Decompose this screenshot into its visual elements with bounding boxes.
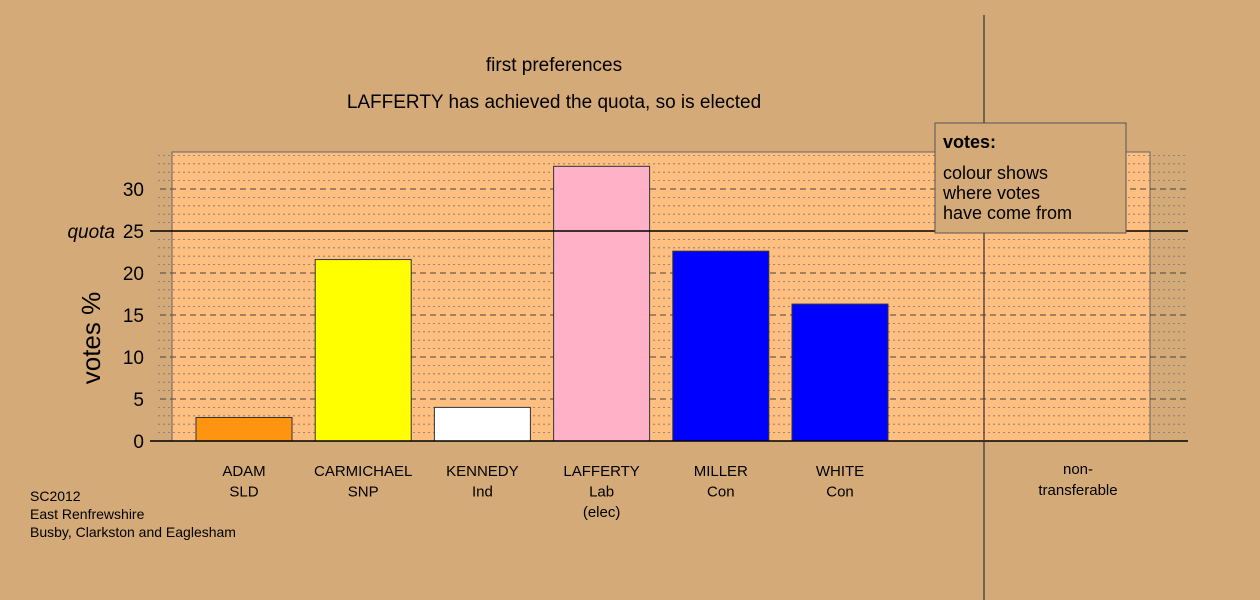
- y-axis-label: votes %: [76, 292, 106, 385]
- x-label-miller-0: MILLER: [694, 463, 748, 480]
- x-label-adam-1: SLD: [229, 484, 258, 501]
- chart-subtitle: LAFFERTY has achieved the quota, so is e…: [347, 92, 761, 113]
- x-label-lafferty-0: LAFFERTY: [563, 463, 639, 480]
- x-label-carmichael-1: SNP: [348, 484, 379, 501]
- y-tick-20: 20: [123, 264, 144, 285]
- x-label-miller-1: Con: [707, 484, 735, 501]
- y-tick-0: 0: [133, 432, 144, 453]
- bar-miller: [672, 250, 770, 442]
- bar-white: [791, 303, 889, 442]
- x-label-lafferty-1: Lab: [589, 484, 614, 501]
- x-axis-labels: ADAM SLD CARMICHAEL SNP KENNEDY Ind LAFFERTY La…: [222, 461, 1117, 521]
- x-label-kennedy-1: Ind: [472, 484, 493, 501]
- legend-line-2: where votes: [942, 183, 1040, 203]
- legend: votes: colour shows where votes have com…: [934, 122, 1127, 234]
- x-label-white-0: WHITE: [816, 463, 864, 480]
- bar-kennedy: [433, 406, 531, 442]
- bar-adam: [195, 416, 293, 442]
- x-label-carmichael-0: CARMICHAEL: [314, 463, 412, 480]
- footer: SC2012 East Renfrewshire Busby, Clarksto…: [30, 487, 236, 541]
- legend-line-1: colour shows: [943, 163, 1048, 183]
- footer-line-3: Busby, Clarkston and Eaglesham: [30, 524, 236, 540]
- x-label-non-transferable-0: non-: [1063, 461, 1093, 478]
- footer-line-2: East Renfrewshire: [30, 506, 145, 522]
- y-tick-15: 15: [123, 306, 144, 327]
- x-label-adam-0: ADAM: [222, 463, 265, 480]
- bar-lafferty: [553, 165, 651, 442]
- legend-title: votes:: [943, 132, 996, 152]
- legend-line-3: have come from: [943, 203, 1072, 223]
- y-tick-10: 10: [123, 348, 144, 369]
- quota-label: quota: [67, 222, 115, 243]
- footer-line-1: SC2012: [30, 488, 81, 504]
- bar-carmichael: [314, 259, 412, 442]
- x-label-white-1: Con: [826, 484, 854, 501]
- y-tick-5: 5: [133, 390, 144, 411]
- x-label-kennedy-0: KENNEDY: [446, 463, 519, 480]
- y-tick-30: 30: [123, 180, 144, 201]
- y-tick-quota-value: 25: [123, 222, 144, 243]
- legend-box: [934, 122, 1127, 234]
- x-label-non-transferable-1: transferable: [1038, 482, 1117, 499]
- chart-title: first preferences: [486, 55, 622, 76]
- x-label-lafferty-2: (elec): [583, 504, 621, 521]
- bars: [195, 165, 889, 442]
